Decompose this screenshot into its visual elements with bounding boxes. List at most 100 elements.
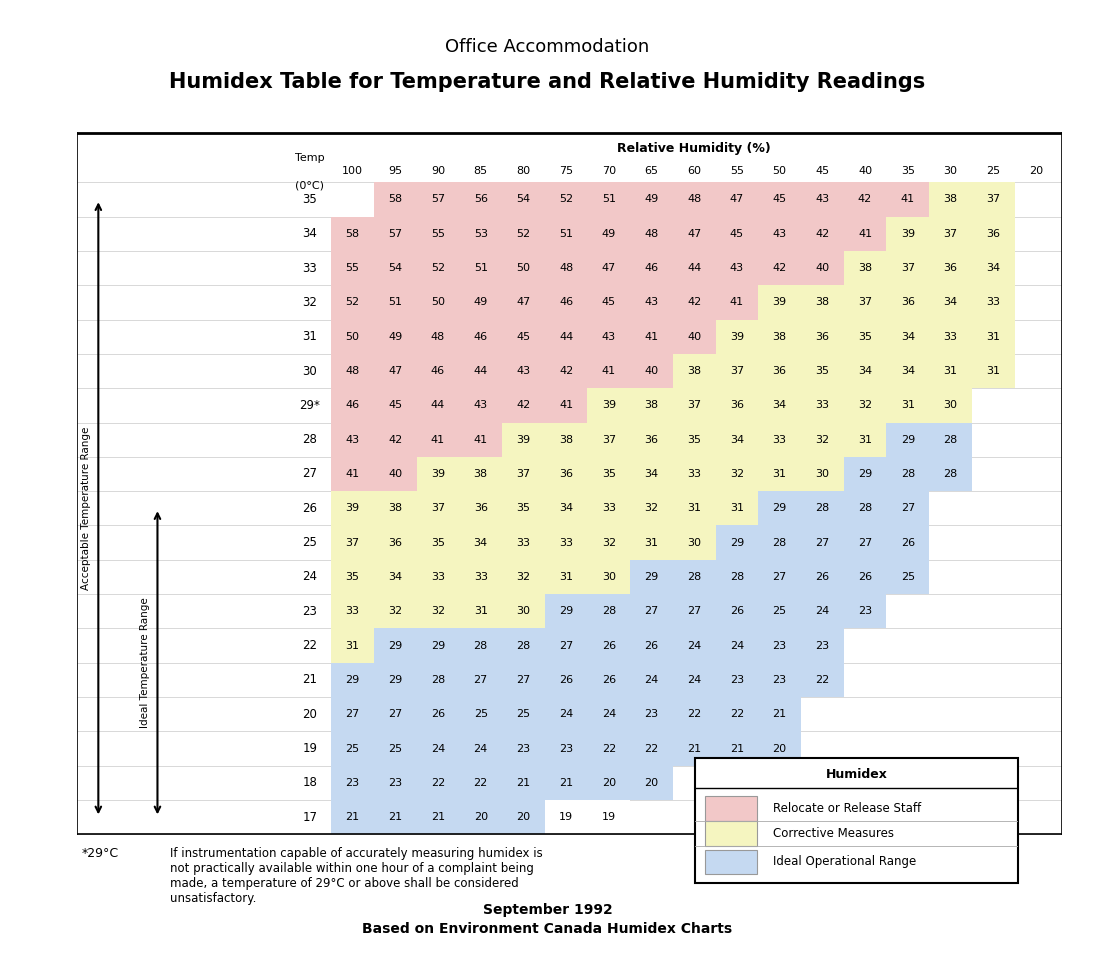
Text: 38: 38 — [645, 400, 658, 410]
Text: 35: 35 — [901, 166, 914, 177]
Text: 28: 28 — [943, 435, 958, 444]
Bar — [886, 388, 929, 422]
Bar — [672, 354, 716, 388]
Text: 37: 37 — [517, 469, 530, 479]
Bar — [672, 251, 716, 285]
Text: 36: 36 — [901, 298, 914, 307]
Text: 42: 42 — [558, 366, 574, 376]
Text: 36: 36 — [474, 503, 487, 514]
Text: 29: 29 — [644, 572, 659, 582]
Text: 37: 37 — [901, 263, 914, 273]
Bar — [331, 525, 373, 560]
Text: 18: 18 — [302, 777, 318, 789]
Text: 37: 37 — [858, 298, 872, 307]
Text: 34: 34 — [944, 298, 957, 307]
Text: 22: 22 — [430, 778, 446, 788]
Bar — [373, 732, 416, 766]
Bar — [971, 320, 1014, 354]
Bar — [331, 320, 373, 354]
Text: 31: 31 — [302, 330, 318, 343]
Bar — [715, 594, 758, 629]
Text: Based on Environment Canada Humidex Charts: Based on Environment Canada Humidex Char… — [362, 922, 733, 936]
Bar — [758, 388, 800, 422]
Bar — [373, 629, 416, 662]
Text: 48: 48 — [644, 228, 659, 239]
Text: 23: 23 — [730, 675, 744, 684]
Text: 23: 23 — [773, 675, 786, 684]
Bar — [459, 594, 502, 629]
Bar — [502, 354, 544, 388]
Text: 27: 27 — [857, 538, 873, 547]
Bar — [758, 217, 800, 251]
Bar — [331, 492, 373, 525]
Text: 44: 44 — [473, 366, 488, 376]
Bar — [544, 525, 587, 560]
Text: 42: 42 — [687, 298, 702, 307]
Bar — [544, 457, 587, 492]
Bar — [416, 182, 459, 217]
Bar — [502, 629, 544, 662]
Bar — [502, 182, 544, 217]
Bar — [800, 217, 843, 251]
Bar — [630, 320, 672, 354]
Bar — [331, 697, 373, 732]
Text: 52: 52 — [560, 194, 573, 204]
Text: 25: 25 — [901, 572, 914, 582]
Bar — [502, 285, 544, 320]
Bar — [459, 800, 502, 834]
Bar — [544, 594, 587, 629]
Text: 35: 35 — [858, 332, 872, 342]
Text: 35: 35 — [302, 193, 318, 205]
Bar — [373, 662, 416, 697]
Text: 47: 47 — [729, 194, 745, 204]
Text: 45: 45 — [389, 400, 402, 410]
Text: 52: 52 — [517, 228, 530, 239]
Bar — [416, 525, 459, 560]
Text: 33: 33 — [944, 332, 957, 342]
Text: 42: 42 — [388, 435, 403, 444]
Text: Office Accommodation: Office Accommodation — [446, 38, 649, 57]
Text: 33: 33 — [560, 538, 573, 547]
Bar — [715, 285, 758, 320]
Bar — [544, 800, 587, 834]
Text: 20: 20 — [517, 812, 530, 823]
Text: 90: 90 — [431, 166, 445, 177]
Text: 29: 29 — [857, 469, 873, 479]
Text: 32: 32 — [645, 503, 658, 514]
Bar — [416, 354, 459, 388]
Bar — [929, 320, 971, 354]
Bar — [373, 766, 416, 800]
Text: 28: 28 — [900, 469, 915, 479]
Text: 30: 30 — [302, 365, 318, 377]
Text: 38: 38 — [560, 435, 573, 444]
Text: 47: 47 — [388, 366, 403, 376]
Text: 57: 57 — [389, 228, 402, 239]
Bar — [800, 629, 843, 662]
Text: 45: 45 — [517, 332, 530, 342]
Text: 38: 38 — [816, 298, 829, 307]
Text: 36: 36 — [773, 366, 786, 376]
Bar — [672, 492, 716, 525]
Bar — [544, 422, 587, 457]
Text: 24: 24 — [430, 744, 446, 754]
Bar — [373, 217, 416, 251]
Text: 21: 21 — [346, 812, 359, 823]
Bar — [800, 492, 843, 525]
Bar — [630, 766, 672, 800]
Bar — [800, 285, 843, 320]
Text: 43: 43 — [773, 228, 786, 239]
Text: 51: 51 — [474, 263, 487, 273]
Bar — [587, 422, 631, 457]
Bar — [587, 388, 631, 422]
Text: 48: 48 — [345, 366, 360, 376]
Text: 85: 85 — [474, 166, 487, 177]
Text: 39: 39 — [602, 400, 615, 410]
Bar — [331, 732, 373, 766]
Bar — [630, 217, 672, 251]
Bar — [758, 354, 800, 388]
Text: 38: 38 — [944, 194, 957, 204]
Text: 21: 21 — [431, 812, 445, 823]
Text: Corrective Measures: Corrective Measures — [773, 827, 894, 840]
Text: 41: 41 — [431, 435, 445, 444]
Text: 29: 29 — [345, 675, 360, 684]
